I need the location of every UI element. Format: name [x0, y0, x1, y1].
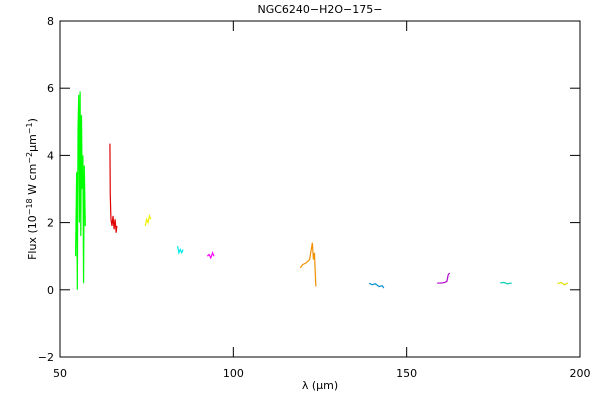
y-tick-label: 6 [47, 82, 54, 95]
y-axis-label-part: −2 [25, 152, 34, 164]
spectrum-line [299, 242, 317, 287]
y-tick-label: −2 [38, 351, 54, 364]
spectrum-line [144, 213, 152, 227]
y-tick-label: 2 [47, 217, 54, 230]
spectrum-line [368, 282, 385, 289]
x-tick-label: 100 [223, 367, 244, 380]
x-tick-label: 150 [396, 367, 417, 380]
spectrum-line [500, 281, 512, 285]
x-axis-label-part: ) [334, 379, 338, 392]
spectrum-line [75, 91, 86, 290]
x-tick-label: 50 [53, 367, 67, 380]
chart-title: NGC6240−H2O−175− [257, 3, 382, 16]
y-axis-label-part: μm [26, 134, 39, 152]
x-axis-label-part: μm [316, 379, 334, 392]
y-tick-label: 4 [47, 149, 54, 162]
x-tick-label: 200 [570, 367, 591, 380]
spectrum-line [557, 281, 569, 286]
y-axis-label-part: −1 [25, 122, 34, 134]
y-axis-label-part: Flux (10 [26, 215, 39, 260]
x-axis-label-part: λ ( [302, 379, 316, 392]
spectrum-line [206, 251, 215, 260]
y-tick-label: 0 [47, 284, 54, 297]
y-axis-label-part: ) [26, 118, 39, 122]
y-axis-label-part: W cm [26, 164, 39, 199]
plot-frame [59, 20, 581, 358]
spectrum-line [437, 272, 451, 284]
y-axis-label-part: −18 [25, 198, 34, 215]
spectrum-line [109, 143, 118, 233]
y-tick-label: 8 [47, 15, 54, 28]
spectrum-line [176, 245, 184, 255]
x-axis-label: λ (μm) [302, 379, 338, 392]
y-axis-label: Flux (10−18 W cm−2μm−1) [25, 118, 39, 260]
